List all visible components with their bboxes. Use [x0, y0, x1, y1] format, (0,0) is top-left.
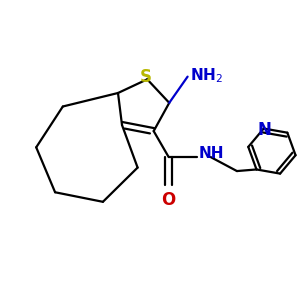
- Text: S: S: [140, 68, 152, 86]
- Text: NH$_2$: NH$_2$: [190, 66, 223, 85]
- Text: N: N: [258, 121, 272, 139]
- Text: O: O: [161, 191, 176, 209]
- Text: NH: NH: [199, 146, 224, 160]
